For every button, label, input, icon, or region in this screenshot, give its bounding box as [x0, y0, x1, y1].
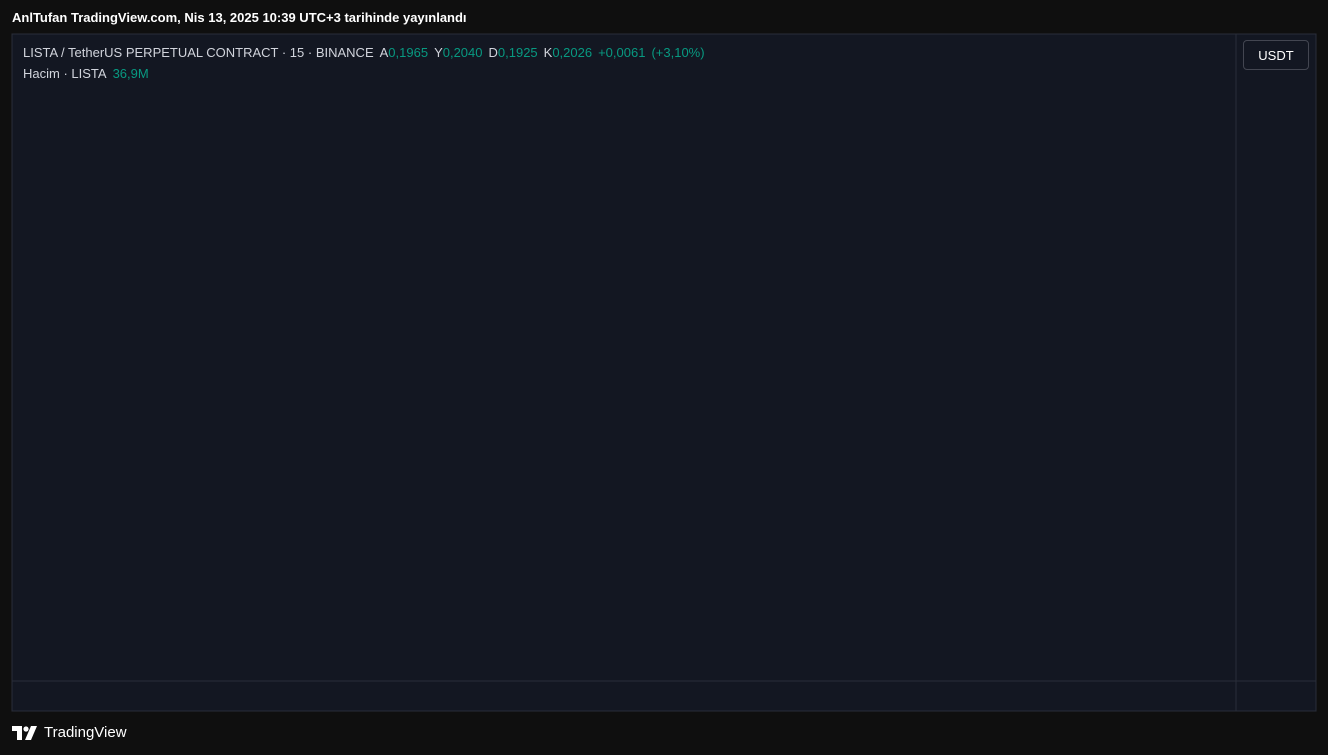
currency-button[interactable]: USDT: [1243, 40, 1309, 70]
brand: TradingView: [44, 724, 127, 741]
header: AnlTufan TradingView.com, Nis 13, 2025 1…: [12, 10, 467, 25]
volume-value: 36,9M: [112, 66, 149, 81]
legend-key: A: [379, 45, 389, 60]
legend-title: LISTA / TetherUS PERPETUAL CONTRACT · 15…: [23, 45, 374, 60]
legend: LISTA / TetherUS PERPETUAL CONTRACT · 15…: [23, 45, 705, 60]
logo: [12, 725, 37, 740]
legend-key: D: [488, 45, 498, 60]
footer: TradingView: [12, 724, 127, 741]
volume-legend: Hacim · LISTA 36,9M: [23, 66, 149, 81]
legend-value: 0,2026: [552, 45, 593, 60]
volume-title: Hacim · LISTA: [23, 66, 107, 81]
legend-key: K: [543, 45, 553, 60]
legend-value: 0,2040: [442, 45, 483, 60]
legend-key: Y: [434, 45, 443, 60]
legend-value: 0,1965: [388, 45, 429, 60]
chart-panel: [11, 33, 1317, 712]
legend-change: +0,0061: [598, 45, 646, 60]
legend-value: 0,1925: [497, 45, 538, 60]
legend-change-pct: (+3,10%): [651, 45, 705, 60]
